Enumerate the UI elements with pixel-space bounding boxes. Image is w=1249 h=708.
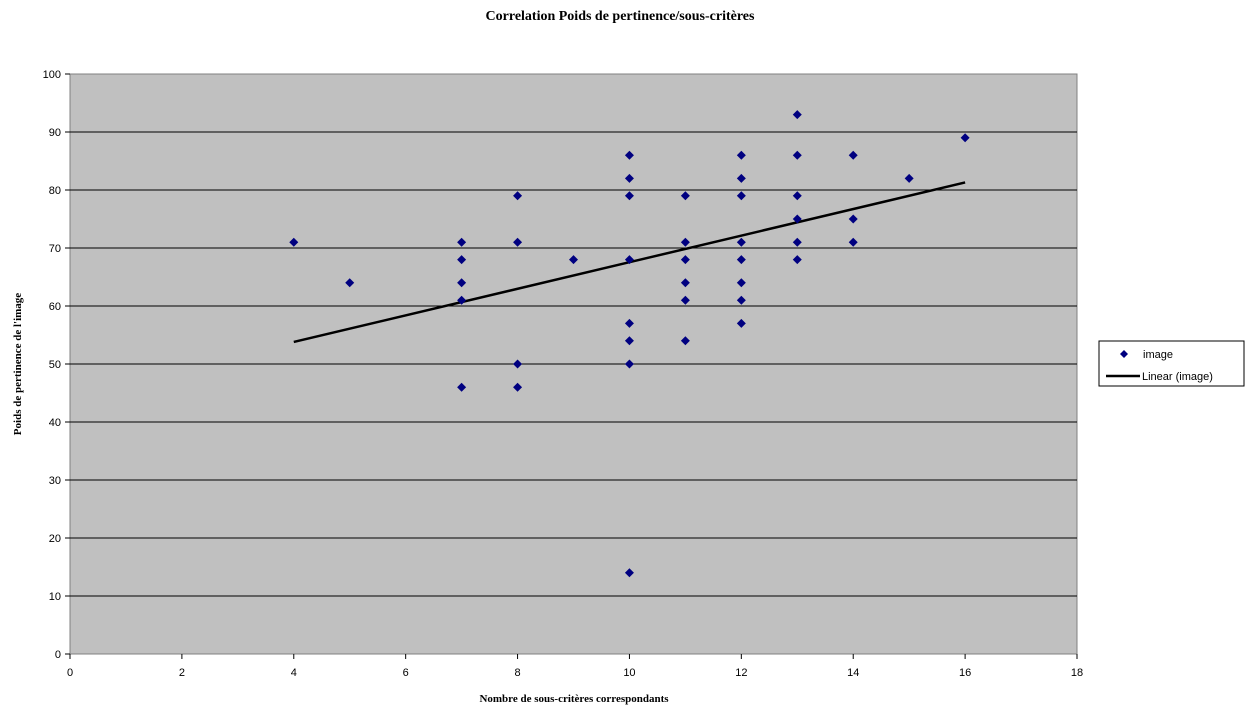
data-point bbox=[569, 255, 578, 265]
data-point bbox=[960, 133, 970, 143]
y-tick-label: 40 bbox=[49, 417, 61, 429]
x-tick-label: 18 bbox=[1071, 667, 1083, 679]
data-point bbox=[736, 255, 746, 265]
data-point bbox=[457, 255, 467, 265]
data-point bbox=[848, 214, 858, 224]
x-axis-title: Nombre de sous-critères correspondants bbox=[479, 693, 669, 705]
data-point bbox=[624, 255, 634, 265]
x-tick-label: 0 bbox=[67, 667, 73, 679]
data-point bbox=[513, 191, 523, 201]
legend-marker-image bbox=[1120, 350, 1128, 358]
data-point bbox=[624, 336, 634, 346]
data-point bbox=[680, 278, 690, 288]
x-axis-ticks: 0 2 4 6 8 10 12 14 16 18 bbox=[67, 654, 1083, 679]
legend-label-trend: Linear (image) bbox=[1142, 371, 1213, 383]
data-point bbox=[289, 237, 299, 247]
legend-label-image: image bbox=[1143, 349, 1173, 361]
data-point bbox=[457, 382, 467, 392]
data-point bbox=[457, 237, 467, 247]
y-axis-ticks: 0 10 20 30 40 50 60 70 80 90 100 bbox=[43, 69, 70, 661]
data-point bbox=[792, 214, 802, 224]
y-tick-label: 50 bbox=[49, 359, 61, 371]
y-tick-label: 10 bbox=[49, 591, 61, 603]
data-point bbox=[680, 237, 690, 247]
x-tick-label: 16 bbox=[959, 667, 971, 679]
data-point bbox=[736, 237, 746, 247]
data-point bbox=[792, 191, 802, 201]
y-tick-label: 0 bbox=[55, 649, 61, 661]
data-point bbox=[736, 150, 746, 160]
data-points bbox=[289, 110, 970, 578]
y-tick-label: 90 bbox=[49, 127, 61, 139]
y-tick-label: 20 bbox=[49, 533, 61, 545]
data-point bbox=[792, 237, 802, 247]
x-tick-label: 8 bbox=[514, 667, 520, 679]
x-tick-label: 2 bbox=[179, 667, 185, 679]
x-tick-label: 10 bbox=[623, 667, 635, 679]
data-point bbox=[624, 173, 634, 183]
data-point bbox=[624, 191, 634, 201]
data-point bbox=[513, 359, 523, 369]
data-point bbox=[904, 173, 914, 183]
legend-box bbox=[1098, 340, 1245, 387]
data-point bbox=[513, 237, 523, 247]
legend: image Linear (image) bbox=[1098, 340, 1245, 387]
data-point bbox=[736, 191, 746, 201]
data-point bbox=[345, 278, 355, 288]
data-point bbox=[624, 150, 634, 160]
gridlines bbox=[70, 131, 1077, 597]
x-tick-label: 4 bbox=[291, 667, 297, 679]
data-point bbox=[792, 150, 802, 160]
data-point bbox=[680, 255, 690, 265]
data-point bbox=[736, 318, 746, 328]
x-tick-label: 14 bbox=[847, 667, 859, 679]
y-tick-label: 100 bbox=[43, 69, 61, 81]
x-tick-label: 12 bbox=[735, 667, 747, 679]
y-tick-label: 30 bbox=[49, 475, 61, 487]
y-axis-title: Poids de pertinence de l'image bbox=[12, 293, 24, 435]
data-point bbox=[624, 318, 634, 328]
data-point bbox=[848, 237, 858, 247]
data-point bbox=[792, 255, 802, 265]
data-point bbox=[680, 295, 690, 305]
y-tick-label: 80 bbox=[49, 185, 61, 197]
data-point bbox=[736, 295, 746, 305]
data-point bbox=[624, 568, 634, 578]
data-point bbox=[457, 278, 467, 288]
x-tick-label: 6 bbox=[403, 667, 409, 679]
y-tick-label: 70 bbox=[49, 243, 61, 255]
data-point bbox=[792, 110, 802, 120]
data-point bbox=[736, 173, 746, 183]
data-point bbox=[680, 336, 690, 346]
y-tick-label: 60 bbox=[49, 301, 61, 313]
chart-title: Correlation Poids de pertinence/sous-cri… bbox=[486, 9, 755, 24]
data-point bbox=[624, 359, 634, 369]
data-point bbox=[736, 278, 746, 288]
data-point bbox=[513, 382, 523, 392]
data-point bbox=[457, 295, 467, 305]
data-point bbox=[680, 191, 690, 201]
data-point bbox=[848, 150, 858, 160]
